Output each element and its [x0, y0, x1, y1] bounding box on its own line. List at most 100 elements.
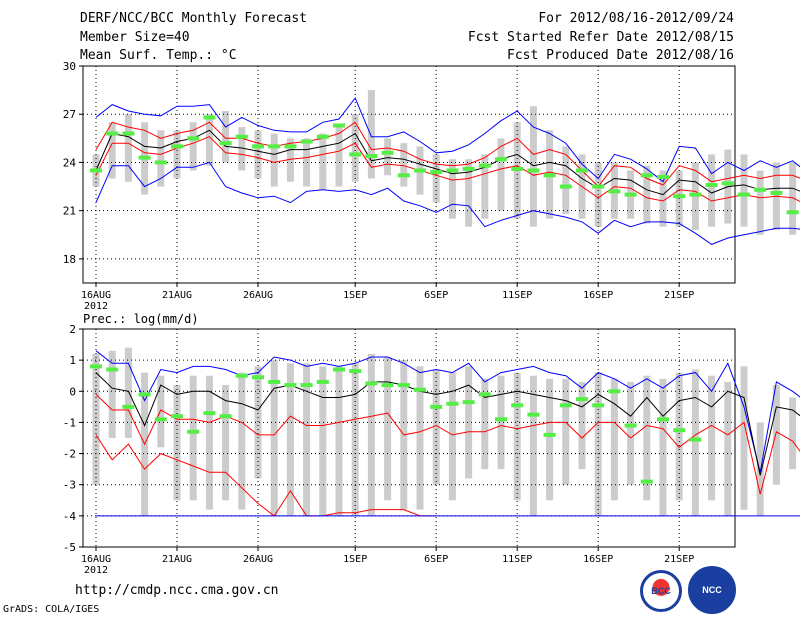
temp-observed-mark — [430, 170, 443, 175]
grads-credit: GrADS: COLA/IGES — [3, 604, 100, 615]
temp-observed-mark — [738, 192, 750, 197]
temp-observed-mark — [414, 168, 426, 173]
temp-observed-mark — [721, 181, 734, 186]
temp-ensemble-box — [124, 114, 132, 182]
temp-observed-mark — [138, 155, 151, 160]
temp-p20-line — [95, 136, 800, 203]
prec-max-line — [95, 350, 800, 473]
temp-ensemble-box — [238, 127, 246, 171]
temp-ensemble-box — [367, 90, 375, 179]
prec-observed-mark — [576, 397, 588, 402]
prec-observed-mark — [608, 389, 621, 394]
prec-observed-mark — [252, 375, 264, 380]
temp-observed-mark — [527, 168, 540, 173]
prec-ensemble-box — [238, 372, 246, 510]
prec-ensemble-box — [675, 372, 683, 501]
prec-ensemble-box — [643, 375, 651, 501]
prec-observed-mark — [624, 423, 637, 428]
prec-observed-mark — [689, 437, 702, 442]
prec-observed-mark — [365, 381, 378, 386]
temp-p80-line — [95, 121, 800, 188]
temp-ensemble-box — [351, 114, 359, 182]
temp-x-tick-label: 21AUG — [162, 290, 192, 301]
temp-ensemble-box — [270, 133, 278, 187]
prec-ensemble-box — [627, 381, 635, 485]
temp-min-line — [95, 161, 800, 245]
temp-ensemble-box — [400, 143, 408, 187]
prec-x-tick-label: 21SEP — [664, 554, 694, 565]
temp-observed-mark — [478, 163, 491, 168]
prec-ensemble-box — [92, 353, 100, 485]
prec-observed-mark — [90, 364, 102, 369]
temp-observed-mark — [203, 115, 216, 120]
prec-ensemble-box — [594, 372, 602, 516]
temp-observed-mark — [316, 134, 329, 139]
temp-x-tick-label: 26AUG — [243, 290, 273, 301]
prec-observed-mark — [592, 403, 605, 408]
temp-ensemble-box — [562, 146, 570, 214]
prec-observed-mark — [187, 429, 200, 434]
prec-ensemble-box — [205, 375, 213, 510]
temp-ensemble-box — [286, 138, 294, 182]
temp-observed-mark — [219, 141, 232, 146]
prec-observed-mark — [154, 417, 167, 422]
temp-ensemble-box — [708, 154, 716, 227]
temp-observed-mark — [705, 182, 718, 187]
temp-observed-mark — [122, 131, 135, 136]
prec-y-tick-label: -4 — [63, 510, 77, 523]
prec-observed-mark — [203, 411, 216, 416]
prec-x-tick-label: 21AUG — [162, 554, 192, 565]
temp-observed-mark — [608, 189, 621, 194]
prec-y-tick-label: -2 — [63, 448, 76, 461]
temp-ensemble-box — [189, 122, 197, 171]
prec-observed-mark — [495, 417, 507, 422]
prec-ensemble-box — [756, 422, 764, 516]
prec-ensemble-box — [189, 375, 197, 501]
temp-observed-mark — [154, 160, 167, 165]
prec-ensemble-box — [691, 369, 699, 516]
prec-observed-mark — [300, 383, 313, 388]
temp-observed-mark — [592, 184, 605, 189]
prec-ensemble-box — [789, 397, 797, 470]
temp-ensemble-box — [157, 130, 165, 187]
temp-observed-mark — [462, 166, 475, 171]
prec-ensemble-box — [124, 347, 132, 438]
prec-ensemble-box — [513, 372, 521, 501]
temp-observed-mark — [284, 144, 297, 149]
temp-ensemble-box — [740, 154, 748, 227]
prec-observed-mark — [543, 432, 556, 437]
temp-observed-mark — [252, 144, 264, 149]
temp-observed-mark — [576, 168, 588, 173]
temp-observed-mark — [511, 166, 524, 171]
temp-ensemble-box — [659, 170, 667, 227]
prec-observed-mark — [657, 417, 669, 422]
prec-observed-mark — [219, 414, 232, 419]
prec-p80-line — [95, 394, 800, 495]
prec-observed-mark — [235, 373, 248, 378]
prec-x-tick-label: 1SEP — [343, 554, 367, 565]
temp-y-tick-label: 18 — [63, 253, 76, 266]
prec-ensemble-box — [546, 378, 554, 501]
prec-y-tick-label: -1 — [63, 416, 76, 429]
prec-ensemble-box — [659, 378, 667, 516]
prec-observed-mark — [122, 404, 135, 409]
prec-ensemble-box — [416, 366, 424, 510]
prec-ensemble-box — [724, 381, 732, 516]
temp-ensemble-box — [448, 159, 456, 219]
prec-plot-frame — [82, 328, 736, 548]
temp-x-tick-label: 6SEP — [424, 290, 448, 301]
prec-observed-mark — [284, 383, 297, 388]
temp-ensemble-box — [222, 111, 230, 163]
temp-ensemble-box — [529, 106, 537, 227]
temp-y-tick-label: 24 — [63, 156, 77, 169]
prec-observed-mark — [511, 403, 524, 408]
prec-x-tick-label: 26AUG — [243, 554, 273, 565]
temp-ensemble-box — [465, 159, 473, 227]
prec-ensemble-box — [610, 378, 618, 501]
prec-observed-mark — [268, 379, 281, 384]
prec-x-tick-label: 16SEP — [583, 554, 613, 565]
temp-ensemble-box — [643, 165, 651, 224]
temp-observed-mark — [640, 173, 653, 178]
source-url[interactable]: http://cmdp.ncc.cma.gov.cn — [75, 583, 279, 598]
prec-p20-line — [95, 434, 437, 517]
